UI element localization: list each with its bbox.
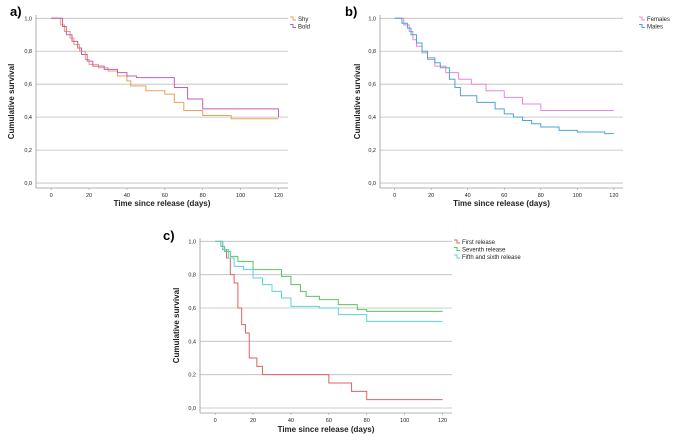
x-tick-label: 0 — [393, 193, 396, 199]
x-tick-label: 100 — [236, 193, 245, 199]
legend: Females Males — [639, 16, 670, 31]
x-tick-label: 100 — [400, 418, 409, 424]
legend-label: Bold — [298, 25, 310, 31]
y-tick-label: 1,0 — [24, 16, 32, 22]
series-line-seventh-release — [215, 240, 443, 312]
y-tick-label: 0,2 — [188, 373, 196, 379]
series-line-males — [394, 17, 614, 135]
x-tick-label: 0 — [50, 193, 53, 199]
plot-area — [380, 15, 623, 188]
x-tick-label: 40 — [288, 418, 294, 424]
x-tick-label: 60 — [326, 418, 332, 424]
y-tick-label: 0,8 — [368, 49, 376, 55]
legend-swatch — [454, 239, 460, 244]
x-axis-title: Time since release (days) — [453, 199, 550, 208]
x-tick-label: 60 — [162, 193, 168, 199]
series-line-shy — [51, 17, 279, 120]
legend-label: Shy — [298, 17, 308, 23]
panel-letter: b) — [345, 4, 357, 19]
y-tick-label: 0,4 — [188, 339, 196, 345]
y-axis-title: Cumulative survival — [172, 288, 181, 364]
x-tick-label: 20 — [250, 418, 256, 424]
chart-panel-1: a) 0,0 0,2 0,4 0,6 0,8 1,0 0 20 40 60 80 100 120 Time … — [7, 4, 310, 208]
x-tick-label: 120 — [438, 418, 447, 424]
x-tick-label: 40 — [465, 193, 471, 199]
y-axis-title: Cumulative survival — [353, 64, 362, 140]
y-tick-label: 0,4 — [24, 115, 32, 121]
x-tick-label: 0 — [214, 418, 217, 424]
x-tick-label: 80 — [364, 418, 370, 424]
y-tick-label: 0,0 — [368, 181, 376, 187]
y-tick-label: 0,4 — [368, 115, 376, 121]
x-tick-label: 120 — [609, 193, 618, 199]
y-tick-label: 0,0 — [188, 406, 196, 412]
y-tick-label: 0,8 — [24, 49, 32, 55]
y-tick-label: 0,8 — [188, 273, 196, 279]
legend-swatch — [454, 247, 460, 251]
x-tick-label: 80 — [538, 193, 544, 199]
x-tick-label: 20 — [428, 193, 434, 199]
y-tick-label: 0,6 — [368, 82, 376, 88]
y-tick-label: 0,6 — [188, 306, 196, 312]
y-tick-label: 1,0 — [188, 239, 196, 245]
plot-area — [200, 238, 452, 413]
x-tick-label: 120 — [274, 193, 283, 199]
x-tick-label: 40 — [124, 193, 130, 199]
x-axis-title: Time since release (days) — [114, 199, 211, 208]
legend-swatch — [290, 24, 296, 28]
chart-panel-2: b) 0,0 0,2 0,4 0,6 0,8 1,0 0 20 40 60 80 100 120 Time … — [345, 4, 670, 208]
y-tick-label: 0,2 — [368, 148, 376, 154]
legend-label: Fifth and sixth release — [462, 255, 521, 261]
legend-swatch — [639, 16, 645, 21]
x-tick-label: 20 — [86, 193, 92, 199]
legend-label: Females — [647, 17, 670, 23]
legend-label: First release — [462, 240, 496, 246]
series-line-bold — [51, 17, 280, 118]
legend-label: Males — [647, 25, 663, 31]
y-tick-label: 0,2 — [24, 148, 32, 154]
y-tick-label: 0,0 — [24, 181, 32, 187]
y-tick-label: 0,6 — [24, 82, 32, 88]
x-tick-label: 100 — [573, 193, 582, 199]
x-tick-label: 60 — [501, 193, 507, 199]
legend: Shy Bold — [290, 16, 310, 31]
legend-swatch — [639, 24, 645, 28]
legend-swatch — [290, 16, 296, 21]
y-tick-label: 1,0 — [368, 16, 376, 22]
legend-label: Seventh release — [462, 248, 506, 254]
x-tick-label: 80 — [200, 193, 206, 199]
legend-swatch — [454, 254, 460, 259]
panel-letter: a) — [10, 4, 22, 19]
chart-panel-3: c) 0,0 0,2 0,4 0,6 0,8 1,0 0 20 40 60 80 100 120 Time … — [163, 228, 521, 434]
panel-letter: c) — [163, 228, 175, 243]
y-axis-title: Cumulative survival — [7, 64, 16, 140]
x-axis-title: Time since release (days) — [278, 425, 375, 434]
series-line-fifth-and-sixth-release — [215, 240, 443, 322]
